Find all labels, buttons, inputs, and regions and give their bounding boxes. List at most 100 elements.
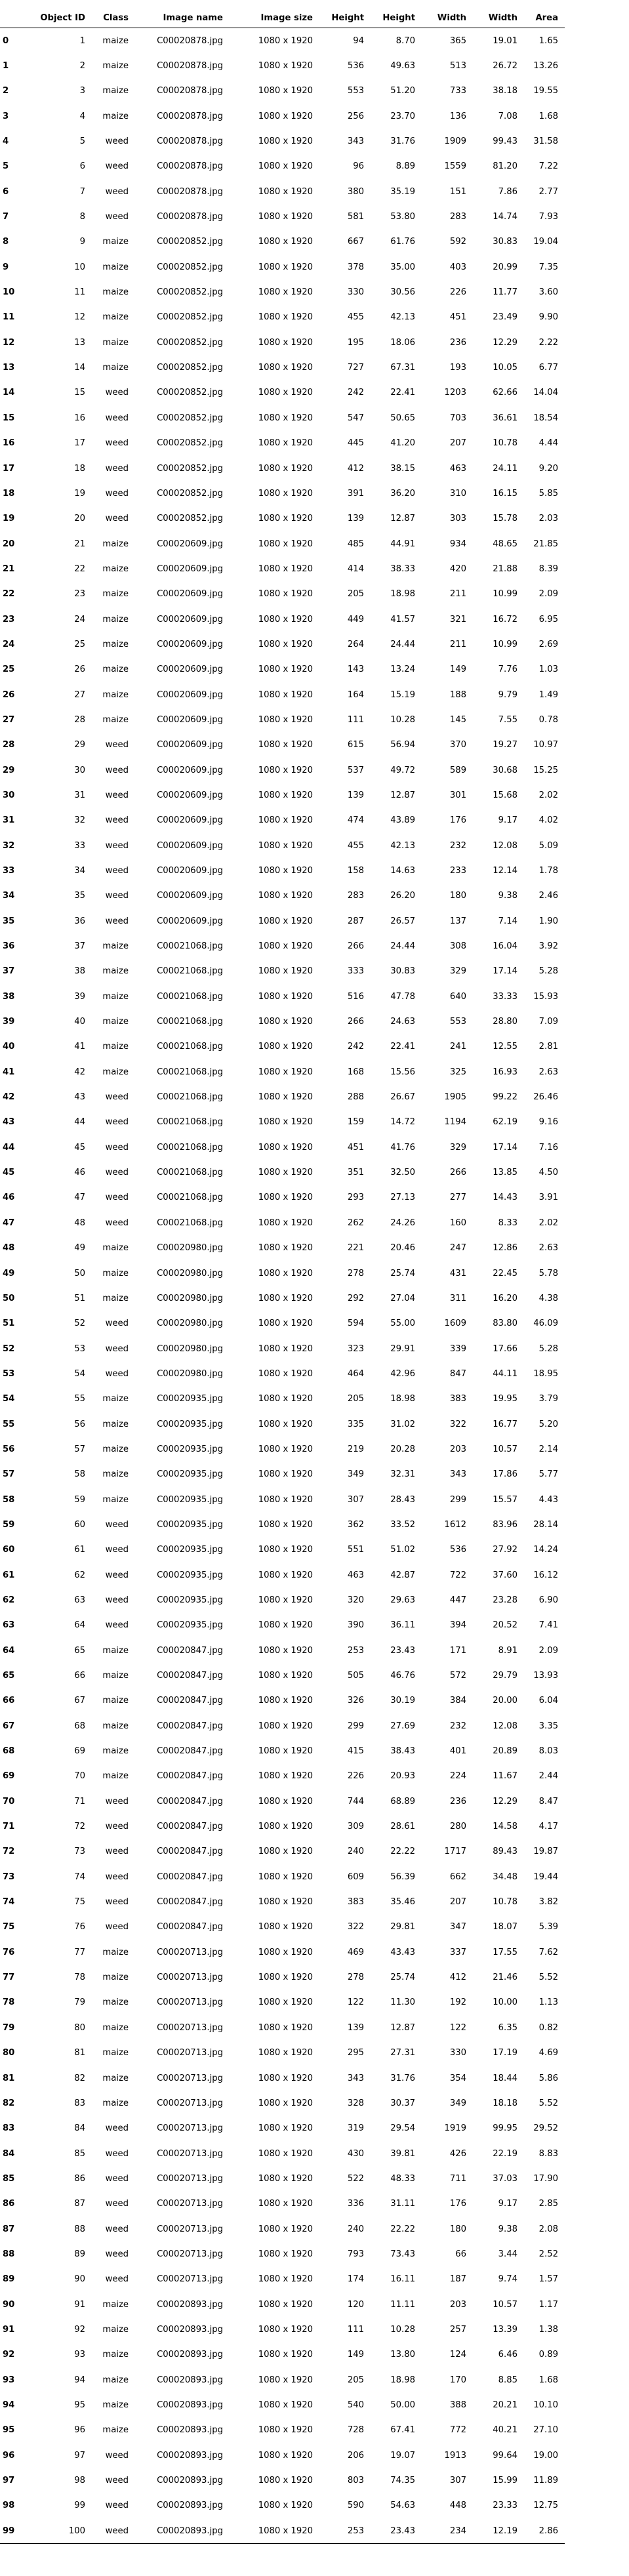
height-pct-cell: 49.72: [390, 765, 415, 775]
height-pct-cell: 20.93: [390, 1771, 415, 1782]
width-pct-cell: 8.33: [498, 1217, 517, 1228]
height-pct-cell: 27.69: [390, 1721, 415, 1731]
width-pct-cell: 99.95: [493, 2123, 517, 2134]
width-pct-cell: 11.67: [493, 1771, 517, 1782]
class-cell: weed: [105, 2450, 129, 2461]
height-px-cell: 253: [347, 1645, 364, 1656]
table-row: 40 41 maize C00021068.jpg 1080 x 1920 242 22.4…: [0, 1034, 565, 1059]
image-name-cell: C00020609.jpg: [157, 639, 223, 649]
row-index: 29: [3, 765, 15, 775]
width-pct-cell: 28.80: [493, 1017, 517, 1027]
height-px-cell: 455: [347, 840, 364, 851]
width-px-cell: 236: [449, 337, 466, 348]
height-pct-cell: 25.74: [390, 1268, 415, 1278]
area-cell: 19.04: [533, 237, 558, 247]
object-id-cell: 37: [74, 941, 85, 952]
class-cell: maize: [102, 61, 129, 72]
table-row: 76 77 maize C00020713.jpg 1080 x 1920 469 43.4…: [0, 1940, 565, 1965]
height-px-cell: 278: [347, 1973, 364, 1983]
area-cell: 6.90: [538, 1595, 558, 1605]
row-index: 24: [3, 639, 15, 649]
class-cell: weed: [105, 2476, 129, 2486]
area-cell: 2.86: [517, 2518, 565, 2545]
height-px-cell: 96: [353, 161, 364, 172]
area-cell: 5.52: [538, 1973, 558, 1983]
width-pct-cell: 83.80: [493, 1319, 517, 1329]
height-pct-cell: 43.89: [390, 815, 415, 826]
width-px-cell: 310: [449, 488, 466, 499]
height-px-cell: 240: [347, 2224, 364, 2234]
image-name-cell: C00020847.jpg: [157, 1822, 223, 1832]
row-index: 6: [3, 186, 9, 197]
height-pct-cell: 50.00: [390, 2400, 415, 2410]
width-pct-cell: 10.57: [493, 1444, 517, 1454]
image-name-cell: C00020980.jpg: [157, 1368, 223, 1379]
width-pct-cell: 37.60: [493, 1570, 517, 1580]
height-pct-cell: 27.04: [390, 1293, 415, 1303]
height-pct-cell: 23.70: [390, 111, 415, 121]
image-size-cell: 1080 x 1920: [258, 2299, 313, 2310]
height-px-cell: 380: [347, 186, 364, 197]
table-row: 98 99 weed C00020893.jpg 1080 x 1920 590 54.63…: [0, 2493, 565, 2518]
object-id-cell: 2: [79, 61, 85, 72]
image-name-cell: C00020893.jpg: [129, 2518, 223, 2545]
height-pct-cell: 43.43: [390, 1947, 415, 1957]
image-size-cell: 1080 x 1920: [258, 2400, 313, 2410]
object-id-cell: 41: [74, 1042, 85, 1052]
area-cell: 2.46: [538, 891, 558, 901]
row-index: 8: [3, 237, 9, 247]
image-size-cell: 1080 x 1920: [258, 35, 313, 46]
height-pct-cell: 32.50: [390, 1168, 415, 1178]
image-size-cell: 1080 x 1920: [258, 2375, 313, 2385]
width-px-cell: 192: [449, 1997, 466, 2008]
table-row: 44 45 weed C00021068.jpg 1080 x 1920 451 41.76…: [0, 1135, 565, 1160]
row-index: 91: [3, 2324, 15, 2335]
row-index: 36: [3, 941, 15, 952]
image-size-cell: 1080 x 1920: [258, 1847, 313, 1857]
object-id-cell: 62: [74, 1570, 85, 1580]
height-px-cell: 540: [347, 2400, 364, 2410]
width-pct-cell: 20.89: [493, 1746, 517, 1757]
image-size-cell: 1080 x 1920: [258, 2450, 313, 2461]
class-cell: maize: [102, 2350, 129, 2360]
area-cell: 6.77: [538, 363, 558, 373]
width-pct-cell: 38.18: [493, 86, 517, 96]
image-name-cell: C00020935.jpg: [157, 1494, 223, 1505]
area-cell: 21.85: [533, 539, 558, 549]
image-size-cell: 1080 x 1920: [258, 1696, 313, 1706]
image-size-cell: 1080 x 1920: [258, 1721, 313, 1731]
row-index: 69: [3, 1771, 15, 1782]
object-id-cell: 48: [74, 1217, 85, 1228]
table-row: 77 78 maize C00020713.jpg 1080 x 1920 278 25.7…: [0, 1965, 565, 1990]
height-px-cell: 143: [347, 664, 364, 675]
height-px-cell: 299: [347, 1721, 364, 1731]
area-cell: 5.86: [538, 2073, 558, 2083]
row-index: 74: [3, 1897, 15, 1908]
table-row: 89 90 weed C00020713.jpg 1080 x 1920 174 16.11…: [0, 2267, 565, 2292]
image-size-cell: 1080 x 1920: [258, 2249, 313, 2259]
row-index: 75: [3, 1922, 15, 1932]
width-px-cell: 1717: [444, 1847, 466, 1857]
width-px-cell: 224: [449, 1771, 466, 1782]
object-id-cell: 39: [74, 991, 85, 1002]
image-size-cell: 1080 x 1920: [258, 1595, 313, 1605]
table-row: 18 19 weed C00020852.jpg 1080 x 1920 391 36.20…: [0, 481, 565, 506]
area-cell: 14.24: [533, 1545, 558, 1555]
image-name-cell: C00020713.jpg: [157, 2073, 223, 2083]
image-name-cell: C00020852.jpg: [157, 438, 223, 449]
width-px-cell: 303: [449, 514, 466, 524]
class-cell: maize: [102, 2073, 129, 2083]
object-id-cell: 92: [74, 2324, 85, 2335]
area-cell: 7.41: [538, 1620, 558, 1631]
area-cell: 13.26: [533, 61, 558, 72]
row-index: 96: [3, 2450, 15, 2461]
image-name-cell: C00020847.jpg: [157, 1796, 223, 1807]
width-pct-cell: 14.58: [493, 1822, 517, 1832]
row-index: 83: [3, 2123, 15, 2134]
class-cell: weed: [105, 2199, 129, 2209]
height-pct-cell: 42.96: [390, 1368, 415, 1379]
width-pct-cell: 10.00: [493, 1997, 517, 2008]
class-cell: weed: [105, 1796, 129, 1807]
image-name-cell: C00020847.jpg: [157, 1696, 223, 1706]
width-pct-cell: 22.45: [493, 1268, 517, 1278]
